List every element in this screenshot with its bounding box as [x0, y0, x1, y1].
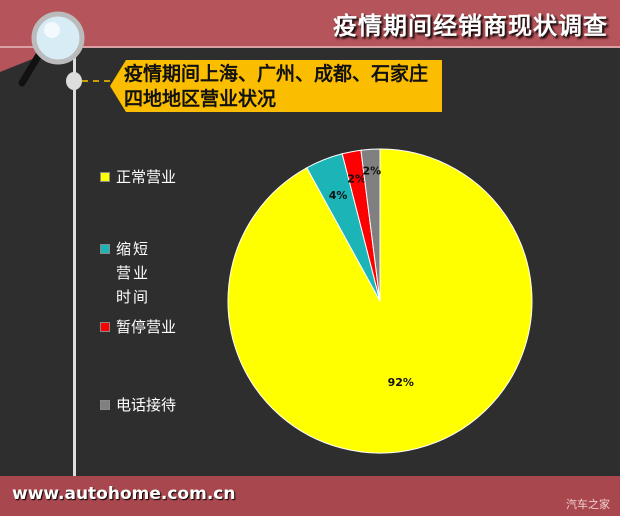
legend-label: 正常营业: [116, 168, 177, 186]
timeline-line: [73, 40, 76, 480]
page-title: 疫情期间经销商现状调查: [333, 12, 608, 40]
header-band: [0, 0, 620, 48]
legend-item: 电话接待: [100, 393, 220, 417]
footer-url: www.autohome.com.cn: [12, 484, 236, 504]
subtitle-banner: [110, 60, 442, 112]
footer-band: [0, 476, 620, 516]
legend-item: 正常营业: [100, 165, 220, 189]
legend-swatch: [100, 322, 110, 332]
legend-label: 暂停营业: [116, 318, 177, 336]
chart-subtitle: 疫情期间上海、广州、成都、石家庄 四地地区营业状况: [124, 62, 444, 112]
legend-item: 缩短营业时间: [100, 237, 160, 309]
legend-label: 电话接待: [116, 396, 177, 414]
legend-item: 暂停营业: [100, 315, 220, 339]
subtitle-line-2: 四地地区营业状况: [124, 88, 277, 110]
magnifier-icon: [18, 11, 85, 87]
watermark: 汽车之家: [566, 498, 610, 511]
legend-swatch: [100, 244, 110, 254]
legend-swatch: [100, 172, 110, 182]
data-label: 92%: [388, 376, 414, 389]
subtitle-line-1: 疫情期间上海、广州、成都、石家庄: [124, 63, 429, 85]
legend-swatch: [100, 400, 110, 410]
data-label: 4%: [329, 189, 348, 202]
pie-slice: [360, 148, 381, 302]
legend-label: 缩短营业时间: [116, 240, 151, 306]
data-label: 2%: [362, 165, 381, 178]
timeline-dot: [66, 72, 82, 90]
data-label: 2%: [347, 173, 366, 186]
timeline-connector: [82, 80, 110, 82]
